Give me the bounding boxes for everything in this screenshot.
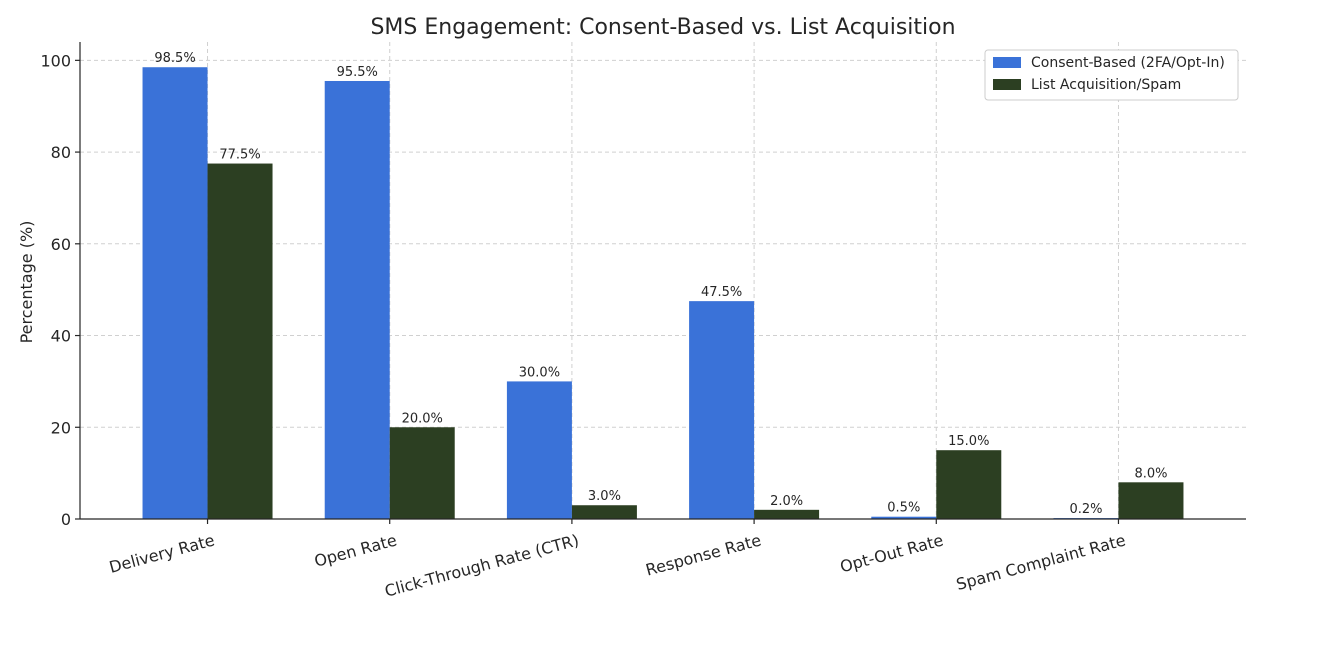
bar-consent	[506, 381, 572, 519]
legend-entry: List Acquisition/Spam	[1031, 77, 1181, 93]
data-label: 98.5%	[154, 51, 195, 66]
bar-list	[571, 505, 637, 519]
bar-consent	[871, 516, 937, 519]
bar-list	[207, 163, 273, 519]
data-label: 95.5%	[337, 65, 378, 80]
data-label: 0.2%	[1069, 502, 1102, 517]
legend-entry: Consent-Based (2FA/Opt-In)	[1031, 55, 1225, 71]
data-label: 0.5%	[887, 501, 920, 516]
data-label: 47.5%	[701, 285, 742, 300]
legend-box	[984, 49, 1239, 101]
bar-list	[754, 509, 820, 519]
legend-swatch	[993, 79, 1021, 90]
x-tick-label: Opt-Out Rate	[838, 531, 945, 577]
x-tick-label: Delivery Rate	[107, 531, 216, 577]
bar-consent	[689, 301, 755, 519]
data-label: 77.5%	[219, 148, 260, 163]
legend-swatch	[993, 57, 1021, 68]
data-label: 15.0%	[948, 434, 989, 449]
data-label: 2.0%	[770, 494, 803, 509]
data-label: 8.0%	[1134, 466, 1167, 481]
y-tick-label: 60	[51, 235, 71, 254]
bar-list	[936, 450, 1002, 519]
labels-layer: 98.5% 95.5% 30.0% 47.5% 0.5% 0.2% 77.5% 20.0% 3.…	[154, 51, 1167, 517]
y-tick-label: 80	[51, 143, 71, 162]
legend: Consent-Based (2FA/Opt-In) List Acquisiti…	[984, 49, 1239, 101]
x-tick-label: Open Rate	[312, 531, 399, 571]
x-tick-label: Click-Through Rate (CTR)	[383, 531, 581, 601]
y-tick-label: 20	[51, 418, 71, 437]
bars-layer	[142, 67, 1184, 520]
data-label: 20.0%	[402, 411, 443, 426]
x-tick-label: Spam Complaint Rate	[954, 531, 1127, 594]
bar-list	[389, 427, 455, 519]
x-tick-label: Response Rate	[644, 531, 764, 580]
y-axis-label: Percentage (%)	[17, 221, 36, 344]
data-label: 30.0%	[519, 365, 560, 380]
y-tick-label: 100	[40, 51, 71, 70]
bar-consent	[324, 80, 390, 519]
bar-consent	[142, 67, 208, 520]
y-tick-label: 40	[51, 327, 71, 346]
data-label: 3.0%	[588, 489, 621, 504]
bar-list	[1118, 482, 1184, 519]
y-tick-label: 0	[61, 510, 71, 529]
chart-title: SMS Engagement: Consent-Based vs. List A…	[370, 15, 955, 40]
